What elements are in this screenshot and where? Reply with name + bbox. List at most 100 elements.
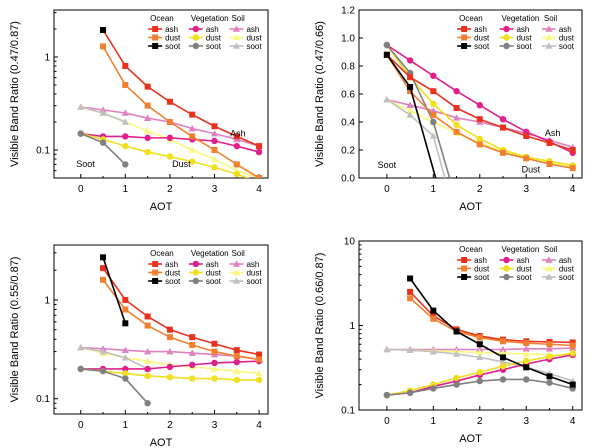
- legend-marker: [545, 25, 553, 32]
- legend-group-title: Ocean: [459, 14, 483, 23]
- series-line-ocean-dust: [386, 54, 573, 169]
- legend-entry-label: dust: [559, 34, 575, 43]
- legend-entry-label: dust: [246, 34, 262, 43]
- point-soil-dust: [210, 365, 219, 372]
- legend: OceanashdustsootVegetationashdustsootSoi…: [148, 249, 262, 286]
- point-ocean-dust: [122, 306, 129, 313]
- legend-marker: [152, 278, 159, 284]
- point-ocean-ash: [233, 347, 240, 354]
- legend-marker: [503, 25, 510, 33]
- legend-marker: [232, 42, 241, 49]
- legend-marker: [545, 273, 553, 280]
- y-tick-label: 0.8: [341, 62, 355, 73]
- y-tick-label: 1: [44, 295, 50, 306]
- point-ocean-soot: [523, 364, 530, 371]
- x-tick-label: 4: [256, 184, 262, 195]
- legend-entry-label: soot: [206, 277, 222, 286]
- point-soil-soot: [99, 109, 107, 116]
- point-soil-soot: [77, 103, 85, 110]
- point-soil-dust: [233, 367, 241, 374]
- legend-entry-label: ash: [206, 260, 219, 269]
- legend-entry-label: soot: [559, 42, 575, 51]
- legend-entry-label: soot: [246, 42, 262, 51]
- point-ocean-ash: [569, 147, 576, 153]
- point-soil-ash: [210, 130, 219, 137]
- legend-group-title: Vegetation: [501, 14, 539, 23]
- series-line-ocean-ash: [102, 29, 260, 147]
- x-tick-label: 3: [212, 184, 218, 195]
- point-vegetation-ash: [255, 148, 263, 156]
- point-ocean-ash: [189, 334, 196, 341]
- y-axis-label: Visible Band Ratio (0.47/0.66): [314, 21, 326, 167]
- y-tick-label: 0.6: [341, 90, 355, 101]
- point-ocean-ash: [476, 116, 483, 123]
- legend-marker: [152, 34, 159, 41]
- legend-group-title: Ocean: [459, 245, 483, 254]
- point-vegetation-dust: [546, 353, 553, 360]
- y-tick-label: 0.1: [36, 394, 50, 405]
- point-vegetation-dust: [144, 148, 151, 156]
- point-ocean-dust: [523, 340, 530, 347]
- point-soil-ash: [188, 124, 196, 132]
- point-ocean-dust: [211, 348, 218, 355]
- point-ocean-ash: [500, 124, 507, 131]
- legend-entry-label: soot: [516, 273, 532, 282]
- point-soil-dust: [476, 348, 484, 356]
- legend-marker: [503, 265, 510, 272]
- x-tick-label: 2: [167, 420, 173, 431]
- legend-entry-label: soot: [165, 277, 181, 286]
- annotation: Dust: [172, 159, 191, 169]
- y-tick-label: 0.2: [341, 146, 355, 157]
- legend-marker: [232, 25, 241, 32]
- point-ocean-dust: [500, 338, 507, 345]
- legend: OceanashdustsootVegetationashdustsootSoi…: [148, 14, 262, 51]
- point-ocean-ash: [189, 111, 196, 118]
- y-tick-label: 0.0: [341, 174, 355, 185]
- point-ocean-dust: [476, 141, 483, 148]
- legend-entry-label: ash: [474, 256, 487, 265]
- legend-entry-label: dust: [165, 34, 181, 43]
- legend-marker: [152, 261, 159, 267]
- y-tick-label: 0.1: [341, 406, 355, 417]
- point-soil-dust: [210, 155, 219, 162]
- point-ocean-dust: [100, 276, 107, 283]
- y-tick-label: 10: [344, 237, 356, 248]
- point-soil-dust: [255, 369, 263, 377]
- x-tick-label: 1: [431, 416, 437, 427]
- point-soil-soot: [452, 350, 461, 357]
- legend-marker: [152, 26, 159, 32]
- point-vegetation-soot: [122, 161, 129, 168]
- point-vegetation-ash: [122, 133, 129, 140]
- point-vegetation-soot: [383, 41, 391, 49]
- legend-marker: [192, 34, 200, 41]
- x-tick-label: 4: [570, 184, 576, 195]
- y-tick-label: 1.2: [341, 6, 355, 17]
- y-tick-label: 0.1: [36, 146, 50, 157]
- x-tick-label: 4: [256, 420, 262, 431]
- x-tick-label: 2: [477, 416, 483, 427]
- point-ocean-soot: [407, 275, 414, 282]
- point-ocean-ash: [546, 140, 553, 146]
- point-ocean-ash: [122, 296, 129, 303]
- x-tick-label: 3: [523, 184, 529, 195]
- point-vegetation-ash: [166, 134, 174, 142]
- legend-entry-label: ash: [474, 25, 487, 34]
- point-vegetation-ash: [233, 358, 240, 366]
- point-ocean-dust: [476, 334, 483, 341]
- x-tick-label: 0: [384, 416, 390, 427]
- point-vegetation-soot: [122, 375, 129, 382]
- legend-marker: [461, 274, 468, 280]
- point-ocean-ash: [453, 105, 460, 111]
- legend-marker: [192, 42, 200, 50]
- point-vegetation-ash: [406, 57, 414, 64]
- legend-entry-label: ash: [516, 256, 529, 265]
- plot-area: [77, 27, 263, 178]
- point-soil-soot: [121, 354, 129, 361]
- x-tick-label: 3: [523, 416, 529, 427]
- point-vegetation-dust: [122, 370, 129, 377]
- point-ocean-dust: [407, 88, 414, 95]
- legend-entry-label: ash: [246, 25, 259, 34]
- legend-group-title: Vegetation: [501, 245, 539, 254]
- series-line-ocean-dust: [409, 297, 573, 347]
- x-tick-label: 3: [212, 420, 218, 431]
